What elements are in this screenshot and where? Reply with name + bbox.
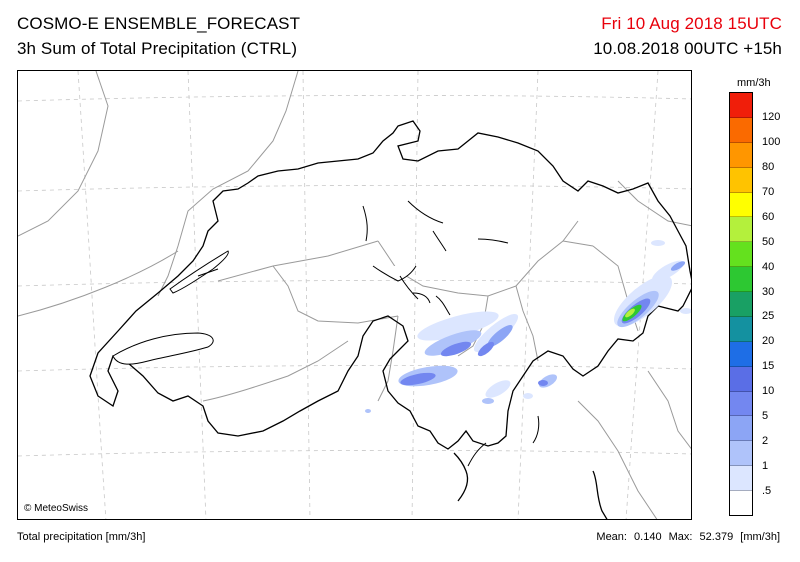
precipitation-map: © MeteoSwiss (17, 70, 692, 520)
legend-swatch (730, 391, 752, 417)
legend-tick-label: .5 (762, 485, 772, 498)
legend-swatch (730, 267, 752, 292)
mean-label: Mean: (596, 531, 627, 543)
valid-time: Fri 10 Aug 2018 15UTC (601, 14, 782, 33)
legend-swatch (730, 316, 752, 342)
max-value: 52.379 (699, 531, 734, 543)
legend-tick-label: 5 (762, 410, 769, 423)
run-info: 10.08.2018 00UTC +15h (593, 39, 782, 58)
color-legend (729, 92, 753, 516)
legend-swatch (730, 192, 752, 218)
legend-swatch (730, 117, 752, 143)
legend-swatch (730, 242, 752, 268)
legend-tick-label: 40 (762, 260, 775, 273)
legend-tick-label: 2 (762, 435, 769, 448)
map-canvas (18, 71, 691, 519)
legend-tick-label: 10 (762, 385, 775, 398)
footer-variable-label: Total precipitation [mm/3h] (17, 531, 146, 543)
legend-swatch (730, 292, 752, 317)
legend-tick-label: 15 (762, 360, 775, 373)
mean-value: 0.140 (634, 531, 662, 543)
legend-unit: mm/3h (737, 77, 771, 89)
legend-tick-label: 50 (762, 235, 775, 248)
legend-swatch (730, 416, 752, 442)
country-border (89, 120, 691, 519)
legend-swatch (730, 167, 752, 193)
stats-unit: [mm/3h] (740, 531, 780, 543)
legend-swatch (730, 142, 752, 168)
copyright: © MeteoSwiss (24, 503, 89, 514)
legend-tick-label: 1 (762, 460, 769, 473)
legend-swatch (730, 441, 752, 467)
chart-subtitle: 3h Sum of Total Precipitation (CTRL) (17, 39, 298, 58)
max-label: Max: (668, 531, 693, 543)
legend-tick-label: 70 (762, 185, 775, 198)
graticule (18, 71, 691, 519)
legend-swatch (730, 93, 752, 118)
legend-tick-label: 30 (762, 285, 775, 298)
legend-swatch (730, 341, 752, 367)
legend-swatch (730, 491, 752, 515)
legend-tick-label: 60 (762, 210, 775, 223)
legend-swatch (730, 217, 752, 243)
legend-tick-label: 120 (762, 110, 781, 123)
precipitation-fields (365, 240, 691, 413)
legend-swatch (730, 466, 752, 491)
legend-tick-label: 20 (762, 335, 775, 348)
regional-borders (18, 71, 691, 519)
chart-title: COSMO-E ENSEMBLE_FORECAST (17, 14, 301, 33)
legend-tick-label: 100 (762, 135, 781, 148)
footer-stats: Mean: 0.140 Max: 52.379 [mm/3h] (592, 531, 780, 543)
legend-tick-label: 25 (762, 310, 775, 323)
legend-swatch (730, 366, 752, 392)
legend-tick-label: 80 (762, 160, 775, 173)
lakes (112, 200, 540, 467)
